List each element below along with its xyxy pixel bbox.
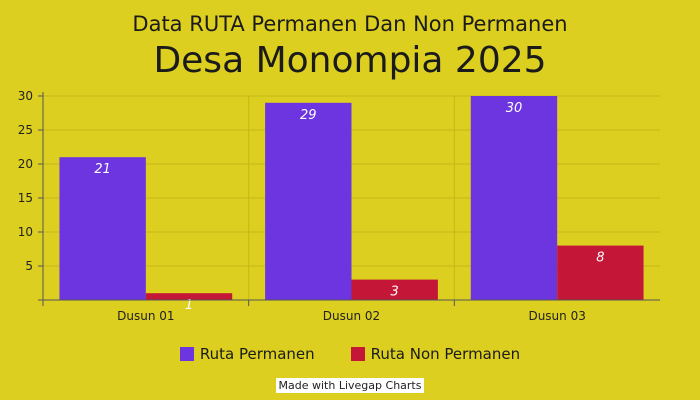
chart-title: Data RUTA Permanen Dan Non Permanen (132, 12, 568, 36)
bar-non-permanen-1 (145, 293, 233, 300)
y-tick-label-25: 25 (18, 123, 33, 137)
data-label-non-permanen-3: 8 (596, 251, 604, 266)
data-label-permanen-3: 30 (506, 101, 523, 116)
x-tick-label-1: Dusun 01 (117, 309, 174, 323)
legend-item-ruta-non-permanen[interactable]: Ruta Non Permanen (350, 345, 521, 363)
data-label-non-permanen-1: 1 (185, 298, 193, 313)
legend-swatch-ruta-permanen (179, 347, 194, 361)
y-tick-label-10: 10 (18, 225, 33, 239)
data-label-non-permanen-2: 3 (391, 285, 399, 300)
legend-item-ruta-permanen[interactable]: Ruta Permanen (179, 345, 315, 363)
data-label-permanen-1: 21 (94, 162, 111, 177)
data-label-permanen-2: 29 (300, 108, 317, 123)
credit-text: Made with Livegap Charts (275, 378, 425, 393)
bar-permanen-1 (59, 157, 146, 300)
legend-swatch-ruta-non-permanen (350, 347, 365, 361)
bar-non-permanen-2 (351, 279, 438, 300)
bar-non-permanen-3 (557, 245, 644, 300)
chart-subtitle: Desa Monompia 2025 (153, 40, 547, 81)
x-tick-label-3: Dusun 03 (528, 309, 585, 323)
bar-permanen-3 (470, 96, 558, 300)
x-tick-label-2: Dusun 02 (323, 309, 380, 323)
legend-label-ruta-permanen: Ruta Permanen (199, 345, 315, 363)
y-tick-label-30: 30 (18, 89, 33, 103)
y-tick-label-5: 5 (25, 259, 33, 273)
bar-permanen-2 (265, 102, 352, 300)
y-tick-label-20: 20 (18, 157, 33, 171)
legend-label-ruta-non-permanen: Ruta Non Permanen (370, 345, 521, 363)
legend: Ruta Permanen Ruta Non Permanen (0, 345, 700, 363)
credit-badge[interactable]: Made with Livegap Charts (0, 374, 700, 393)
y-tick-label-15: 15 (18, 191, 33, 205)
